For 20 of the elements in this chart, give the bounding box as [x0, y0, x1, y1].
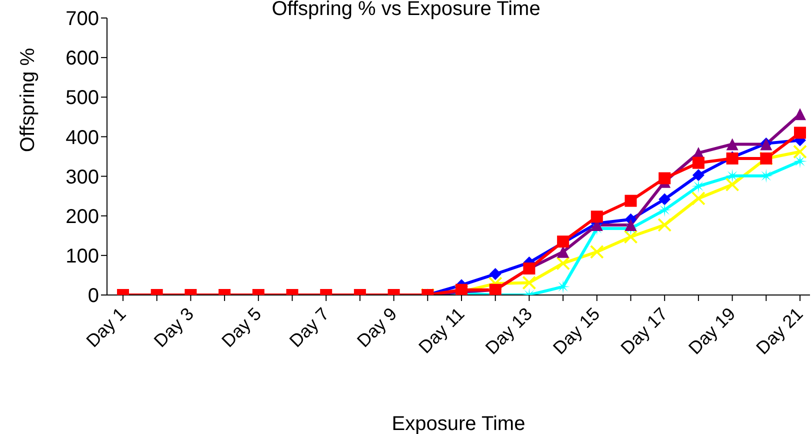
x-tick-label: Day 13 [482, 304, 536, 358]
x-tick-label: Day 21 [752, 304, 807, 358]
y-tick-label: 700 [66, 8, 99, 30]
x-tick-label: Day 5 [218, 304, 266, 352]
y-tick-label: 200 [66, 206, 99, 228]
x-axis-title: Exposure Time [392, 413, 526, 434]
x-tick-label: Day 3 [150, 304, 198, 352]
x-tick-label: Day 9 [353, 304, 401, 352]
y-tick-label: 400 [66, 126, 99, 149]
x-tick-label: Day 7 [286, 304, 333, 352]
x-tick-label: Day 11 [414, 304, 468, 358]
y-axis-title: Offspring % [17, 48, 39, 152]
y-tick-label: 500 [66, 87, 99, 110]
x-tick-label: Day 15 [549, 304, 604, 358]
x-tick-label: Day 17 [616, 304, 672, 358]
y-tick-label: 300 [66, 166, 99, 188]
chart-title: Offspring % vs Exposure Time [272, 0, 540, 20]
y-tick-label: 600 [66, 48, 99, 70]
y-tick-label: 100 [66, 246, 99, 268]
x-tick-label: Day 19 [684, 304, 740, 358]
